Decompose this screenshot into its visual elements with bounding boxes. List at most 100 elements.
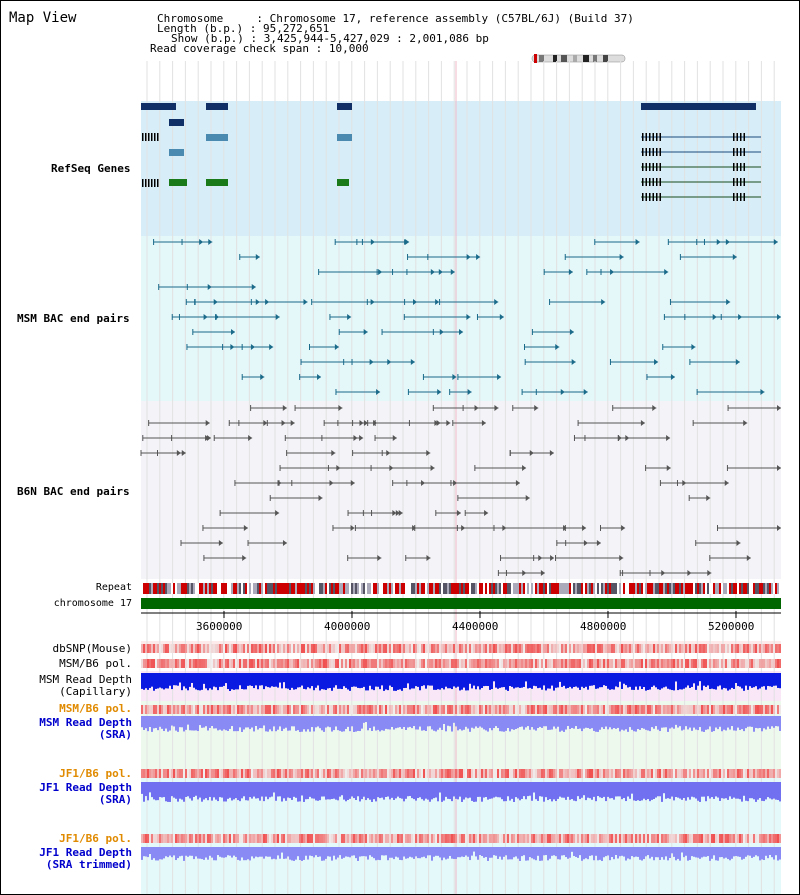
polymorphism-cell (147, 834, 149, 843)
polymorphism-cell (173, 834, 175, 843)
read-depth-bar (427, 782, 429, 800)
chromosome-ideogram[interactable] (531, 54, 626, 63)
exon (740, 148, 742, 156)
read-depth-bar (427, 673, 429, 686)
polymorphism-cell (343, 769, 345, 778)
read-depth-bar (651, 782, 653, 800)
read-depth-bar (499, 782, 501, 798)
polymorphism-cell (409, 644, 411, 653)
repeat-feature (733, 583, 735, 594)
polymorphism-cell (157, 705, 159, 714)
repeat-feature (255, 583, 257, 594)
polymorphism-cell (217, 705, 219, 714)
bac-arrow (746, 555, 751, 561)
polymorphism-cell (703, 705, 705, 714)
read-depth-bar (283, 716, 285, 729)
read-depth-bar (217, 673, 219, 691)
polymorphism-cell (641, 705, 643, 714)
read-depth-bar (285, 782, 287, 801)
polymorphism-cell (351, 644, 353, 653)
polymorphism-cell (599, 769, 601, 778)
polymorphism-cell (145, 769, 147, 778)
read-depth-bar (435, 782, 437, 798)
polymorphism-cell (711, 644, 713, 653)
polymorphism-cell (667, 659, 669, 668)
read-depth-bar (315, 782, 317, 801)
polymorphism-cell (255, 705, 257, 714)
polymorphism-cell (635, 659, 637, 668)
polymorphism-cell (503, 644, 505, 653)
read-depth-bar (475, 673, 477, 690)
polymorphism-cell (681, 769, 683, 778)
polymorphism-cell (527, 659, 529, 668)
read-depth-bar (609, 847, 611, 861)
bac-arrow (481, 420, 486, 426)
repeat-feature (629, 583, 631, 594)
read-depth-bar (665, 782, 667, 799)
polymorphism-cell (279, 705, 281, 714)
track-label-msm-bac[interactable]: MSM BAC end pairs (17, 312, 130, 325)
polymorphism-cell (493, 644, 495, 653)
read-depth-bar (373, 782, 375, 800)
polymorphism-cell (479, 705, 481, 714)
read-depth-bar (517, 847, 519, 859)
read-depth-bar (475, 782, 477, 802)
read-depth-bar (631, 716, 633, 730)
read-depth-bar (633, 673, 635, 690)
read-depth-bar (669, 673, 671, 690)
msm-depth-sra-line2: (SRA) (98, 728, 132, 741)
polymorphism-cell (297, 705, 299, 714)
polymorphism-cell (405, 705, 407, 714)
exon (733, 148, 735, 156)
read-depth-bar (685, 782, 687, 801)
polymorphism-cell (457, 705, 459, 714)
polymorphism-cell (421, 834, 423, 843)
read-depth-bar (325, 716, 327, 728)
read-depth-bar (415, 673, 417, 687)
read-depth-bar (371, 782, 373, 802)
repeat-feature (145, 583, 147, 594)
read-depth-bar (611, 847, 613, 858)
read-depth-bar (225, 716, 227, 731)
read-depth-bar (529, 847, 531, 858)
read-depth-bar (157, 847, 159, 861)
read-depth-bar (263, 782, 265, 802)
read-depth-bar (407, 673, 409, 684)
read-depth-bar (565, 673, 567, 689)
read-depth-bar (491, 782, 493, 799)
read-depth-bar (513, 847, 515, 858)
repeat-feature (537, 583, 539, 594)
polymorphism-cell (253, 705, 255, 714)
read-depth-bar (615, 716, 617, 729)
bac-arrow (426, 450, 431, 456)
repeat-feature (369, 583, 371, 594)
repeat-feature (161, 583, 163, 594)
track-label-b6n-bac[interactable]: B6N BAC end pairs (17, 485, 130, 498)
polymorphism-cell (579, 834, 581, 843)
polymorphism-cell (333, 769, 335, 778)
read-depth-bar (583, 782, 585, 796)
polymorphism-cell (255, 644, 257, 653)
read-depth-bar (475, 716, 477, 727)
bac-arrow (724, 480, 729, 486)
polymorphism-cell (487, 644, 489, 653)
read-depth-bar (515, 847, 517, 857)
polymorphism-cell (545, 834, 547, 843)
polymorphism-cell (501, 644, 503, 653)
read-depth-bar (461, 847, 463, 857)
repeat-feature (633, 583, 635, 594)
read-depth-bar (259, 782, 261, 801)
track-label-refseq[interactable]: RefSeq Genes (51, 162, 131, 175)
polymorphism-cell (761, 834, 763, 843)
repeat-feature (353, 583, 355, 594)
read-depth-bar (633, 847, 635, 858)
read-depth-bar (443, 716, 445, 725)
read-depth-bar (649, 847, 651, 859)
read-depth-bar (325, 847, 327, 859)
polymorphism-cell (675, 659, 677, 668)
polymorphism-cell (465, 644, 467, 653)
polymorphism-cell (721, 644, 723, 653)
exon (659, 163, 661, 171)
polymorphism-cell (709, 705, 711, 714)
